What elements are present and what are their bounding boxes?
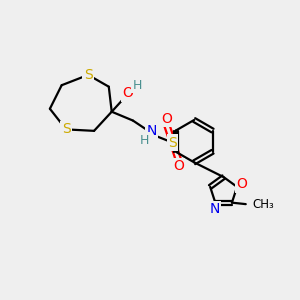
Text: S: S bbox=[84, 68, 92, 82]
Text: CH₃: CH₃ bbox=[253, 198, 274, 211]
Text: N: N bbox=[146, 124, 157, 138]
Text: O: O bbox=[161, 112, 172, 126]
Text: N: N bbox=[209, 202, 220, 216]
Text: O: O bbox=[122, 86, 134, 100]
Text: H: H bbox=[140, 134, 149, 147]
Text: O: O bbox=[236, 178, 247, 191]
Text: S: S bbox=[168, 136, 177, 150]
Text: O: O bbox=[173, 159, 184, 173]
Text: S: S bbox=[62, 122, 70, 136]
Text: H: H bbox=[133, 79, 142, 92]
